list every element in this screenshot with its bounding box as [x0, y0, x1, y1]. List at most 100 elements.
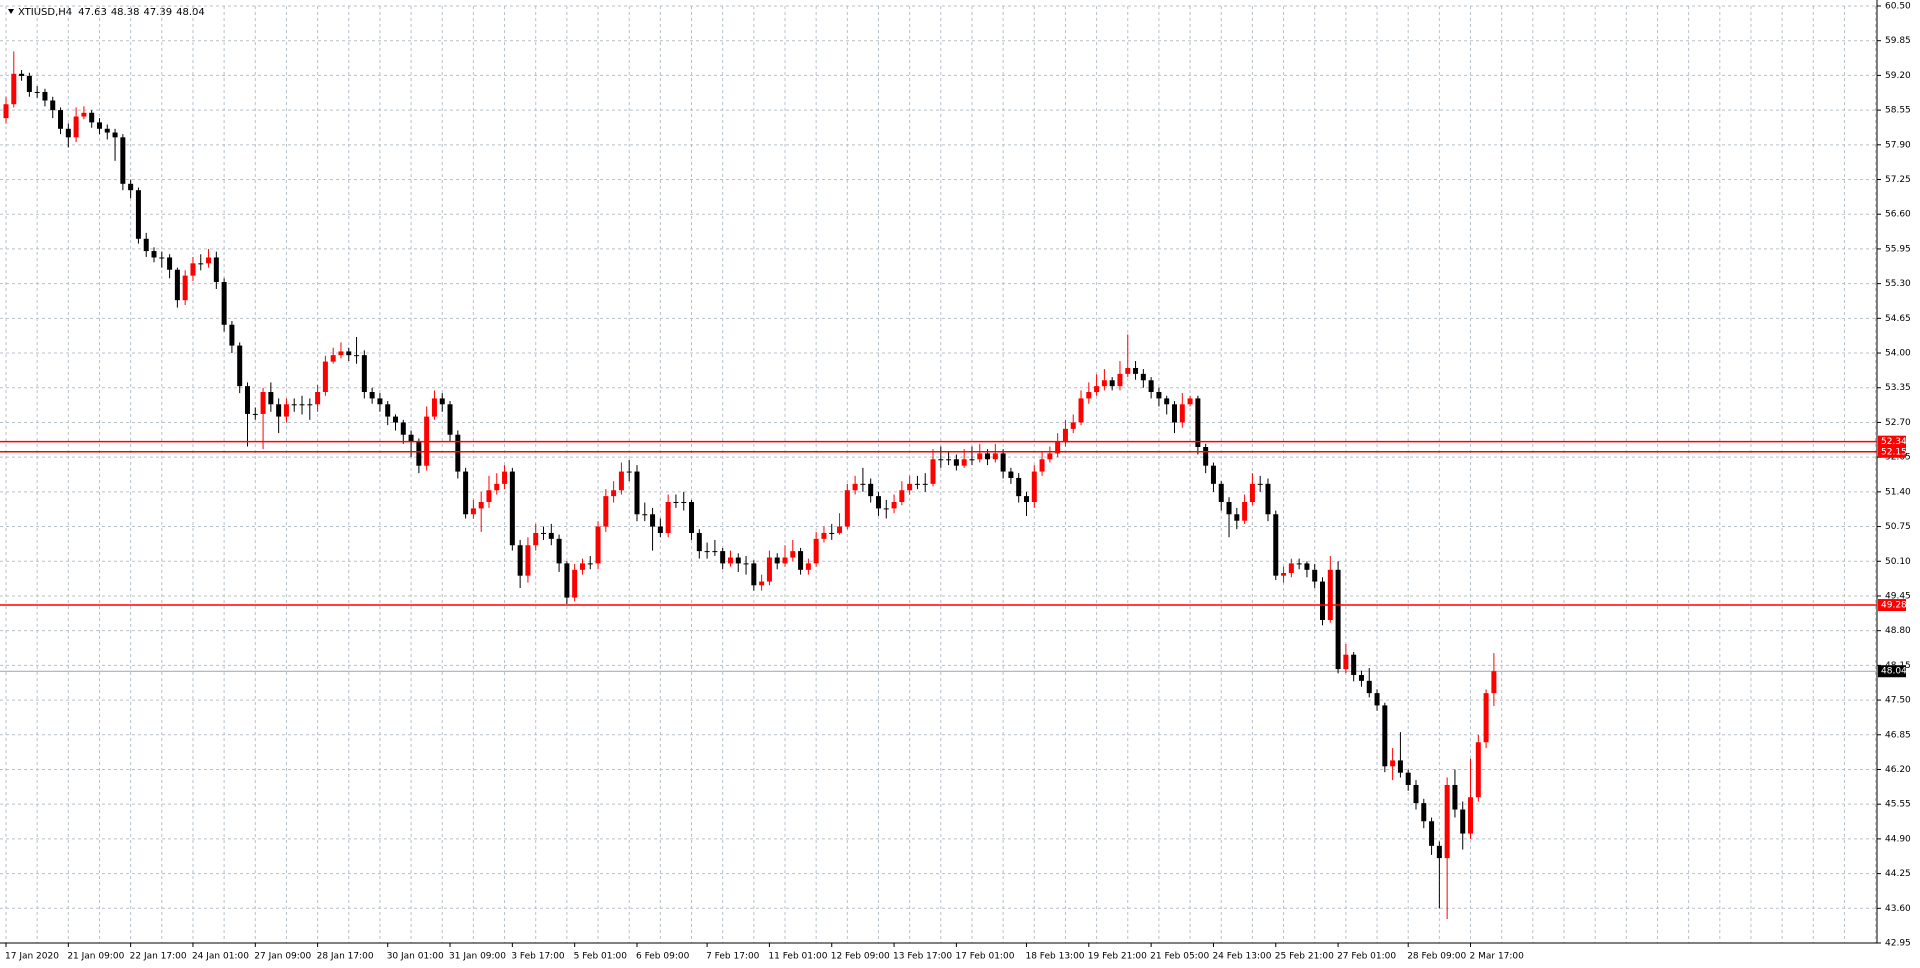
x-tick-label: 25 Feb 21:00 [1275, 952, 1334, 962]
candle-body [1483, 693, 1489, 743]
candle-body [673, 501, 679, 503]
candle-body [844, 490, 850, 527]
candle-body [587, 563, 593, 565]
candle-body [463, 471, 469, 515]
candle-body [899, 490, 905, 502]
candle-body [689, 501, 695, 533]
x-tick-label: 13 Feb 17:00 [893, 952, 952, 962]
candle-body [1008, 471, 1014, 478]
menu-triangle[interactable] [8, 9, 14, 14]
candle-body [946, 459, 952, 461]
candle-body [751, 563, 757, 586]
candle-body [992, 453, 998, 460]
candle-body [798, 551, 804, 570]
candle-body [244, 386, 250, 414]
candle-body [1312, 569, 1318, 582]
candle-body [657, 526, 663, 533]
candle-body [1234, 514, 1240, 521]
candle-body [953, 459, 959, 466]
candle-body [369, 392, 375, 399]
candle-body [875, 496, 881, 509]
candle-body [268, 392, 274, 405]
candle-body [159, 257, 165, 259]
candle-body [985, 453, 991, 460]
candle-body [556, 538, 562, 564]
candle-body [455, 434, 461, 472]
candle-body [868, 483, 874, 497]
candle-body [704, 551, 710, 553]
candle-body [1382, 705, 1388, 767]
candle-body [1429, 821, 1435, 846]
candle-body [790, 551, 796, 558]
candle-body [1164, 398, 1170, 405]
level-tag [1878, 599, 1906, 612]
candle-body [774, 557, 780, 564]
candle-body [1117, 373, 1123, 387]
candle-body [1218, 483, 1224, 502]
y-tick-label: 49.45 [1885, 591, 1911, 601]
candle-body [517, 545, 523, 576]
candle-body [642, 514, 648, 516]
candle-body [128, 183, 134, 191]
candle-body [969, 459, 975, 461]
candle-body [338, 351, 344, 356]
candle-body [1468, 797, 1474, 834]
candle-body [143, 238, 149, 252]
candle-body [291, 404, 297, 406]
candle-body [548, 532, 554, 539]
candle-body [19, 73, 25, 76]
y-tick-label: 44.90 [1885, 834, 1911, 844]
level-label: 52.15 [1881, 447, 1907, 457]
candle-body [34, 91, 40, 93]
level-label: 49.28 [1881, 601, 1907, 611]
candle-body [634, 471, 640, 515]
x-tick-label: 5 Feb 01:00 [574, 952, 628, 962]
candle-body [852, 483, 858, 491]
candle-body [283, 404, 289, 417]
candle-body [766, 557, 772, 582]
y-tick-label: 48.80 [1885, 626, 1911, 636]
candle-body [1390, 760, 1396, 767]
candle-body [1413, 784, 1419, 804]
y-tick-label: 59.85 [1885, 36, 1911, 46]
candle-body [299, 404, 305, 406]
level-label: 52.34 [1881, 437, 1907, 447]
candle-body [1086, 392, 1092, 399]
y-tick-label: 54.65 [1885, 314, 1911, 324]
candle-body [1062, 428, 1068, 442]
current-price-tag [1878, 665, 1906, 678]
candle-body [782, 557, 788, 564]
candle-body [1125, 367, 1131, 374]
candle-body [42, 91, 48, 101]
y-tick-label: 44.25 [1885, 869, 1911, 879]
candle-body [1296, 563, 1302, 565]
candle-body [1055, 441, 1061, 454]
candle-body [1265, 483, 1271, 515]
candle-body [96, 122, 102, 129]
y-tick-label: 42.95 [1885, 939, 1911, 949]
y-tick-label: 46.85 [1885, 730, 1911, 740]
candle-body [58, 110, 64, 129]
candle-body [361, 355, 367, 393]
x-tick-label: 30 Jan 01:00 [387, 952, 444, 962]
candle-body [1281, 573, 1287, 576]
candle-body [1491, 671, 1497, 694]
candle-body [525, 545, 531, 576]
candle-body [470, 508, 476, 515]
y-tick-label: 52.70 [1885, 418, 1911, 428]
candle-body [1133, 367, 1139, 374]
candle-body [1187, 398, 1193, 405]
level-tag [1878, 445, 1906, 458]
candle-body [486, 490, 492, 502]
candle-body [1343, 654, 1349, 670]
candle-body [120, 137, 126, 184]
candle-body [11, 73, 17, 105]
candle-body [1436, 845, 1442, 859]
candle-body [174, 269, 180, 301]
x-tick-label: 7 Feb 17:00 [706, 952, 760, 962]
close: 48.04 [176, 7, 205, 18]
candle-body [502, 471, 508, 484]
candle-body [1140, 373, 1146, 381]
